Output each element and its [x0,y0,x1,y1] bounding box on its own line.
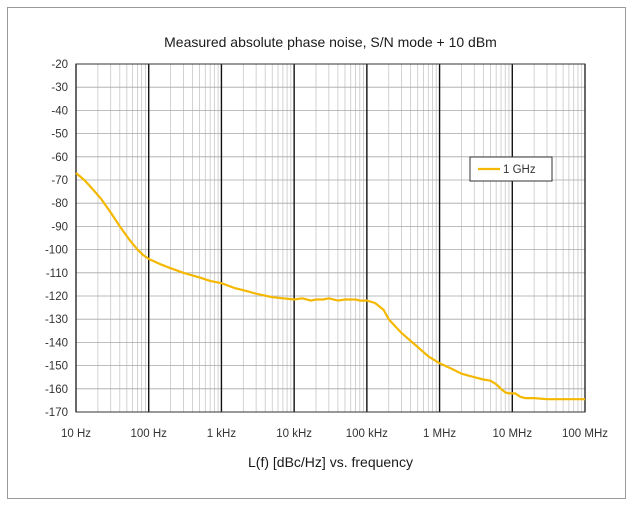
y-tick-label: -100 [45,245,68,257]
x-tick-label: 100 Hz [130,428,167,440]
y-tick-label: -60 [51,152,68,164]
x-tick-label: 100 kHz [346,428,388,440]
y-tick-label: -120 [45,291,68,303]
y-tick-label: -160 [45,384,68,396]
plot-area: -20 -30 -40 -50 -60 -70 -80 -90 -100 -110 -120 -130… [45,59,608,440]
x-tick-label: 1 kHz [207,428,237,440]
y-tick-label: -140 [45,337,68,349]
y-tick-label: -80 [51,198,68,210]
y-tick-label: -30 [51,82,68,94]
series-line [75,172,585,401]
legend: 1 GHz [469,156,553,182]
y-tick-label: -20 [51,59,68,71]
x-tick-label: 10 MHz [492,428,532,440]
y-tick-label: -110 [46,268,68,280]
y-tick-label: -40 [51,105,68,117]
y-tick-label: -70 [51,175,68,187]
x-tick-label: 1 MHz [423,428,456,440]
y-tick-label: -150 [45,361,68,373]
legend-label: 1 GHz [503,164,536,176]
plot-border [75,63,586,413]
y-tick-label: -170 [45,407,68,419]
x-axis-label: L(f) [dBc/Hz] vs. frequency [248,454,413,470]
y-tick-label: -50 [51,129,68,141]
chart-title: Measured absolute phase noise, S/N mode … [164,34,497,50]
x-tick-label: 10 Hz [61,428,91,440]
y-tick-label: -90 [51,221,68,233]
x-tick-label: 100 MHz [562,428,608,440]
x-tick-label: 10 kHz [276,428,312,440]
chart-frame [7,7,626,499]
y-tick-label: -130 [45,314,68,326]
